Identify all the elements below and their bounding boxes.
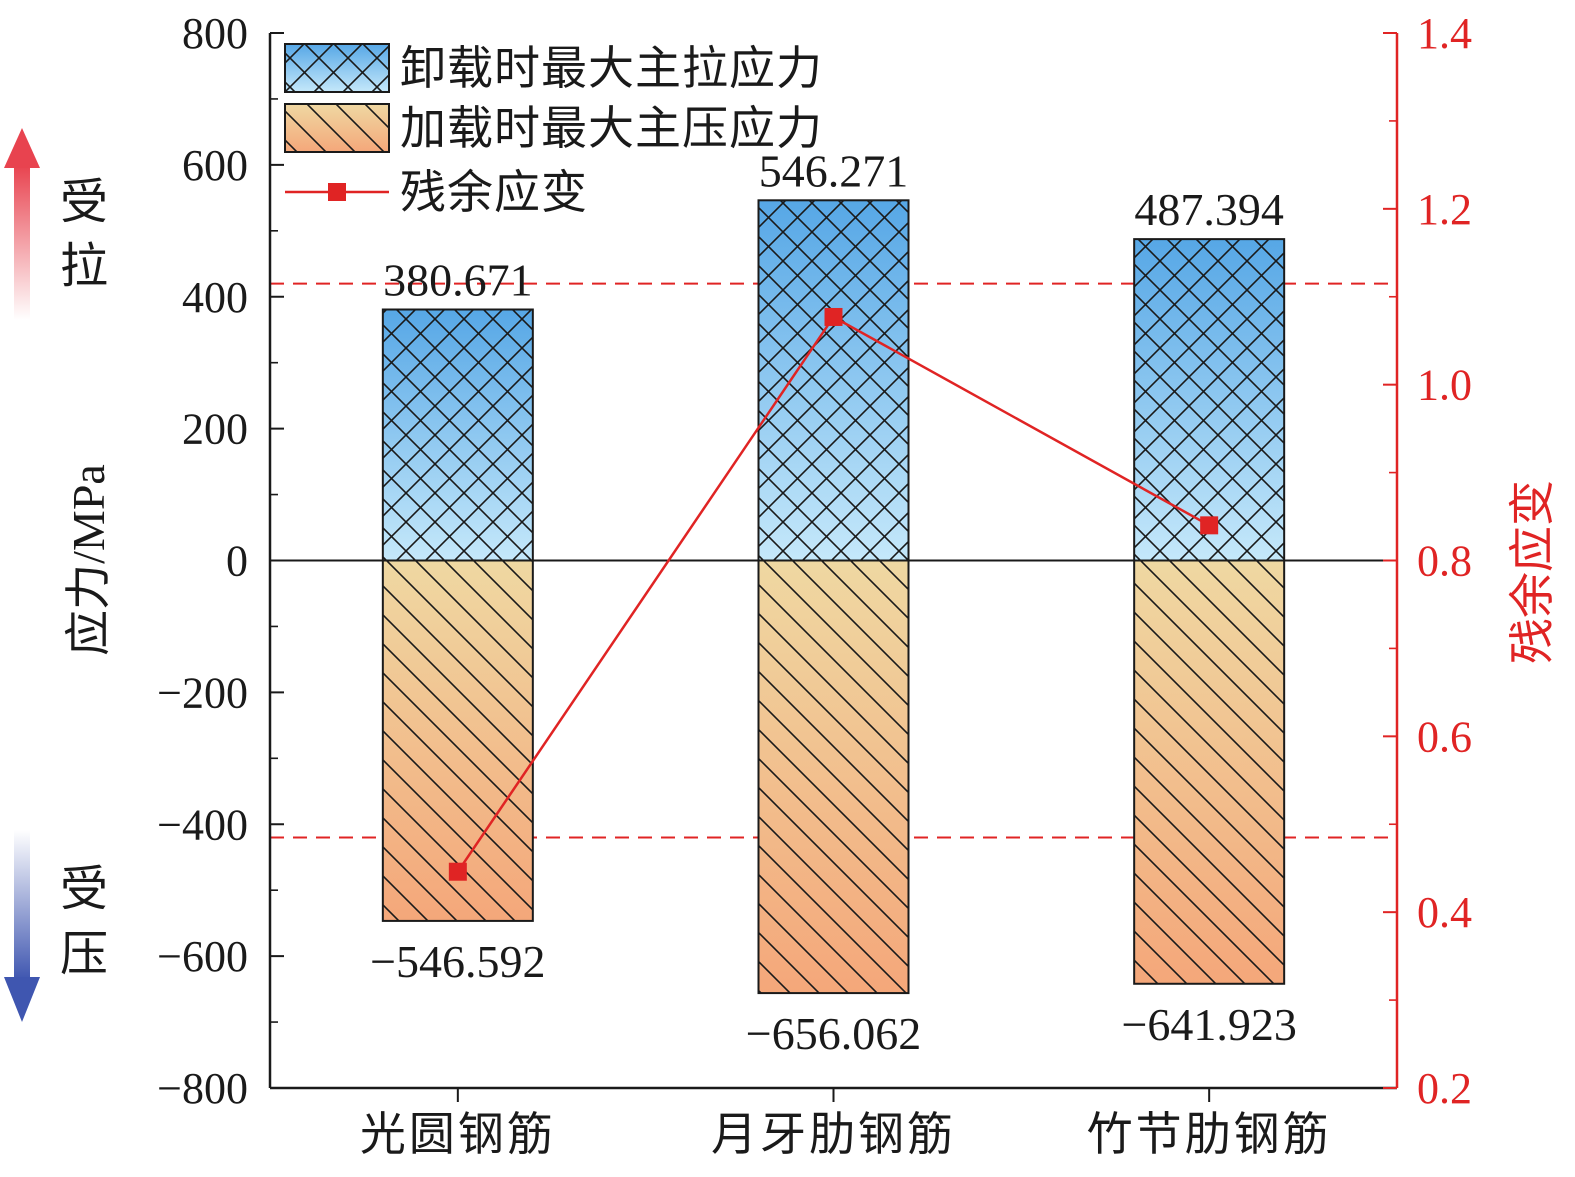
y-tick-label: −800 (157, 1064, 248, 1113)
x-tick-label-2: 月牙肋钢筋 (711, 1109, 956, 1160)
compression-arrow-icon (4, 977, 40, 1022)
tension-value-label-2: 546.271 (759, 145, 909, 196)
tension-value-label-1: 380.671 (383, 254, 533, 305)
y2-tick-label: 1.0 (1417, 361, 1472, 410)
tension-arrow-shaft (14, 165, 30, 320)
compression-value-label-1: −546.592 (370, 936, 545, 987)
compression-label-char-2: 压 (60, 928, 108, 981)
tension-bar-hatch-3 (1133, 238, 1286, 562)
y-tick-label: 200 (182, 405, 248, 454)
residual-strain-point-1 (448, 862, 467, 881)
residual-strain-point-3 (1200, 516, 1219, 535)
tension-label-char-1: 受 (60, 176, 108, 229)
compression-bar-hatch-2 (757, 559, 910, 995)
tension-bar-hatch-2 (757, 199, 910, 562)
compression-bar-hatch-1 (381, 559, 534, 922)
y2-tick-label: 1.4 (1417, 9, 1472, 58)
compression-value-label-3: −641.923 (1121, 999, 1296, 1050)
y-tick-label: 800 (182, 9, 248, 58)
y-tick-label: −400 (157, 800, 248, 849)
y2-tick-label: 0.4 (1417, 888, 1472, 937)
residual-strain-point-2 (824, 307, 843, 326)
y2-axis-label: 残余应变 (1507, 480, 1558, 664)
legend-swatch-strain-marker (328, 183, 346, 201)
legend-swatch-compression-hatch (284, 103, 390, 153)
y2-tick-label: 0.8 (1417, 537, 1472, 586)
legend-label-strain: 残余应变 (400, 167, 588, 218)
compression-bar-hatch-3 (1133, 559, 1286, 985)
y-tick-label: −200 (157, 668, 248, 717)
x-tick-label-3: 竹节肋钢筋 (1087, 1109, 1332, 1160)
tension-value-label-3: 487.394 (1134, 184, 1284, 235)
compression-value-label-2: −656.062 (746, 1008, 921, 1059)
tension-arrow-icon (4, 128, 40, 168)
legend-swatch-tension-hatch (284, 43, 390, 93)
y2-tick-label: 0.2 (1417, 1064, 1472, 1113)
tension-label-char-2: 拉 (60, 240, 108, 293)
compression-arrow-shaft (14, 830, 30, 980)
y-tick-label: 0 (226, 537, 248, 586)
compression-label-char-1: 受 (60, 863, 108, 916)
legend-label-compression: 加载时最大主压应力 (400, 103, 823, 154)
y-tick-label: −600 (157, 932, 248, 981)
y-tick-label: 400 (182, 273, 248, 322)
y-tick-label: 600 (182, 141, 248, 190)
x-tick-label-1: 光圆钢筋 (360, 1109, 556, 1160)
tension-bar-hatch-1 (381, 308, 534, 562)
y2-tick-label: 0.6 (1417, 712, 1472, 761)
legend-label-tension: 卸载时最大主拉应力 (400, 43, 823, 94)
y-axis-label: 应力/MPa (63, 464, 114, 656)
y2-tick-label: 1.2 (1417, 185, 1472, 234)
